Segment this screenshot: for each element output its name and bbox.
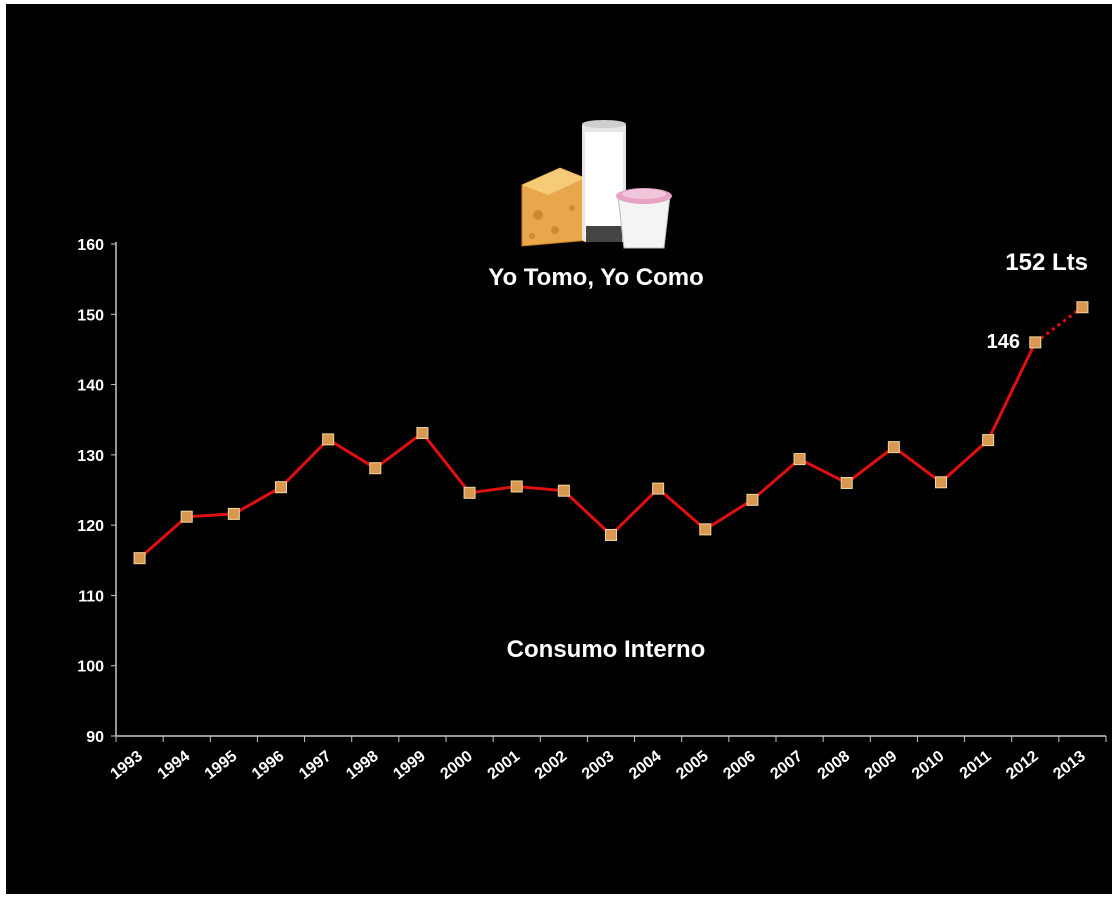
x-tick-label: 1999 [390, 748, 429, 783]
projected-line-segment [1034, 306, 1084, 344]
x-tick-label: 2007 [768, 748, 807, 783]
cheese-icon [521, 167, 591, 247]
y-tick-label: 150 [77, 307, 104, 324]
data-point-1995 [227, 507, 240, 520]
annotation-2012: 146 [987, 331, 1020, 353]
data-point-2002 [557, 484, 570, 497]
x-tick-label: 2009 [862, 748, 901, 783]
data-point-2006 [746, 493, 759, 506]
x-tick-label: 1997 [296, 748, 335, 783]
y-tick-label: 90 [86, 729, 104, 746]
x-tick-label: 2005 [673, 748, 712, 783]
x-tick-label: 2012 [1003, 748, 1042, 783]
x-tick-label: 2008 [815, 748, 854, 783]
data-point-2010 [935, 476, 947, 489]
y-tick-label: 130 [77, 448, 104, 465]
data-point-1998 [369, 462, 382, 475]
series-markers [133, 301, 1089, 565]
data-point-2013 [1076, 301, 1089, 314]
yogurt-cup-icon [616, 188, 672, 249]
x-tick-label: 2004 [626, 748, 665, 783]
logo: Yo Tomo, Yo Como [488, 120, 704, 291]
data-point-2011 [982, 434, 995, 447]
slide-background [6, 4, 1112, 894]
x-axis-ticks: 1993 1994 1995 1996 1997 1998 1999 2000 2001 2002… [108, 736, 1107, 783]
series-line [138, 341, 1037, 560]
x-tick-label: 1994 [155, 748, 194, 783]
data-point-1997 [322, 433, 335, 446]
data-point-1999 [416, 427, 429, 440]
x-tick-label: 2010 [909, 748, 948, 783]
data-point-2001 [510, 480, 523, 493]
y-tick-label: 110 [78, 588, 104, 605]
data-point-2000 [463, 486, 476, 499]
data-point-2008 [840, 476, 853, 489]
y-tick-label: 100 [77, 659, 104, 676]
logo-text: Yo Tomo, Yo Como [488, 264, 704, 291]
chart-caption: Consumo Interno [507, 636, 706, 663]
x-tick-label: 1998 [343, 748, 382, 783]
x-tick-label: 1996 [249, 748, 288, 783]
data-point-1994 [180, 510, 193, 523]
x-tick-label: 2001 [485, 748, 524, 783]
y-tick-label: 120 [77, 518, 104, 535]
data-point-2003 [605, 528, 617, 541]
data-point-2004 [652, 482, 665, 495]
y-tick-label: 160 [77, 237, 104, 254]
y-axis-ticks: 90 100 110 120 130 140 150 160 [77, 237, 116, 746]
data-point-1993 [133, 552, 146, 565]
data-point-2009 [887, 441, 900, 454]
x-tick-label: 2013 [1050, 748, 1089, 783]
series-consumo [138, 306, 1084, 560]
x-tick-label: 1993 [108, 748, 147, 783]
x-tick-label: 2000 [438, 748, 477, 783]
data-point-2007 [793, 453, 806, 466]
x-tick-label: 2003 [579, 748, 618, 783]
data-point-2005 [699, 523, 712, 536]
data-point-2012 [1029, 336, 1042, 349]
data-point-1996 [275, 481, 287, 494]
x-tick-label: 1995 [202, 748, 241, 783]
milk-glass-icon [582, 120, 626, 242]
x-tick-label: 2002 [532, 748, 571, 783]
annotation-2013: 152 Lts [1005, 249, 1088, 276]
x-tick-label: 2006 [720, 748, 759, 783]
x-tick-label: 2011 [957, 748, 995, 783]
y-tick-label: 140 [77, 378, 104, 395]
